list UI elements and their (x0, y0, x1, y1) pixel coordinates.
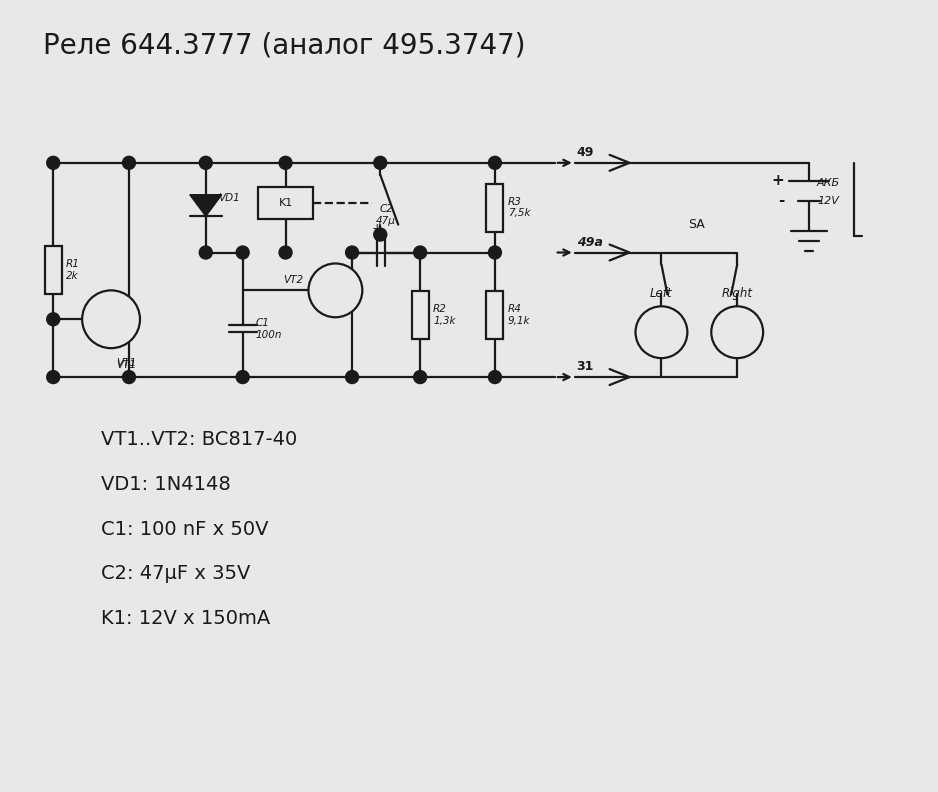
Text: Left: Left (650, 287, 673, 300)
Text: VT1: VT1 (116, 360, 136, 370)
Circle shape (636, 307, 688, 358)
Circle shape (414, 371, 427, 383)
Text: VD1: 1N4148: VD1: 1N4148 (101, 474, 231, 493)
Circle shape (47, 371, 60, 383)
Text: C2: 47μF x 35V: C2: 47μF x 35V (101, 565, 250, 584)
Circle shape (489, 156, 502, 169)
Circle shape (236, 246, 250, 259)
Circle shape (199, 246, 212, 259)
Circle shape (373, 228, 386, 241)
Text: АКБ: АКБ (817, 177, 840, 188)
Circle shape (373, 156, 386, 169)
Text: C1: 100 nF x 50V: C1: 100 nF x 50V (101, 520, 268, 539)
Circle shape (123, 371, 135, 383)
Circle shape (345, 246, 358, 259)
Text: VT1: VT1 (116, 358, 136, 368)
Text: R3
7,5k: R3 7,5k (507, 197, 530, 219)
Circle shape (47, 313, 60, 326)
Circle shape (123, 156, 135, 169)
Text: VD1: VD1 (218, 192, 239, 203)
Text: C2
47μ: C2 47μ (376, 204, 396, 226)
Circle shape (489, 371, 502, 383)
Text: Right: Right (721, 287, 752, 300)
Text: Реле 644.3777 (аналог 495.3747): Реле 644.3777 (аналог 495.3747) (43, 31, 526, 59)
Circle shape (414, 246, 427, 259)
Text: 31: 31 (577, 360, 594, 373)
Circle shape (489, 246, 502, 259)
Circle shape (345, 371, 358, 383)
Circle shape (309, 264, 362, 318)
Text: C1
100n: C1 100n (256, 318, 282, 340)
Text: 49: 49 (577, 146, 594, 159)
Circle shape (47, 156, 60, 169)
Polygon shape (189, 195, 221, 216)
Text: K1: 12V x 150mA: K1: 12V x 150mA (101, 609, 270, 628)
Text: VT2: VT2 (283, 276, 304, 285)
Text: K1: K1 (279, 198, 293, 208)
Text: R1
2k: R1 2k (67, 259, 80, 280)
Text: SA: SA (688, 218, 704, 230)
Circle shape (83, 291, 140, 348)
Circle shape (199, 156, 212, 169)
Circle shape (711, 307, 764, 358)
Bar (487, 184, 504, 231)
Bar (45, 246, 62, 294)
Circle shape (280, 246, 292, 259)
Text: 12V: 12V (817, 196, 839, 206)
Text: -: - (778, 193, 784, 208)
Bar (412, 291, 429, 339)
Bar (258, 187, 313, 219)
Bar (487, 291, 504, 339)
Text: R4
9,1k: R4 9,1k (507, 304, 530, 326)
Text: 49a: 49a (577, 235, 602, 249)
Text: VT1..VT2: BC817-40: VT1..VT2: BC817-40 (101, 430, 297, 449)
Circle shape (236, 371, 250, 383)
Circle shape (280, 156, 292, 169)
Text: +: + (372, 222, 383, 234)
Text: +: + (771, 173, 784, 188)
Text: R2
1,3k: R2 1,3k (433, 304, 456, 326)
